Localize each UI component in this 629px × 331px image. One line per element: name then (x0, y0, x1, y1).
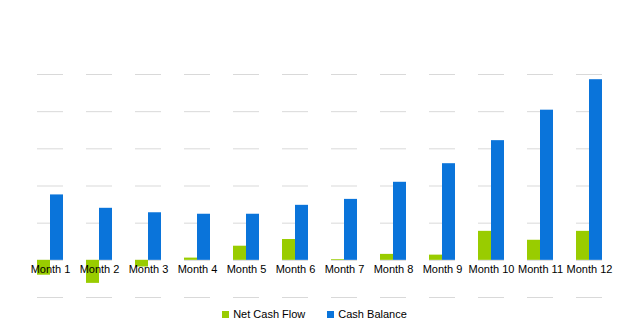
svg-text:Month 7: Month 7 (325, 263, 365, 275)
html-text:Cash Balance: Cash Balance (338, 308, 407, 320)
svg-text:Month 4: Month 4 (178, 263, 218, 275)
svg-text:Month 8: Month 8 (374, 263, 414, 275)
svg-text:Month 1: Month 1 (31, 263, 71, 275)
svg-text:Month 3: Month 3 (129, 263, 169, 275)
html-text:Net Cash Flow: Net Cash Flow (233, 308, 306, 320)
svg-text:Month 6: Month 6 (276, 263, 316, 275)
svg-text:Month 9: Month 9 (423, 263, 463, 275)
svg-text:Month 5: Month 5 (227, 263, 267, 275)
svg-text:Month 10: Month 10 (469, 263, 515, 275)
svg-text:Month 12: Month 12 (567, 263, 613, 275)
svg-text:Month 2: Month 2 (80, 263, 120, 275)
svg-text:Month 11: Month 11 (518, 263, 563, 275)
